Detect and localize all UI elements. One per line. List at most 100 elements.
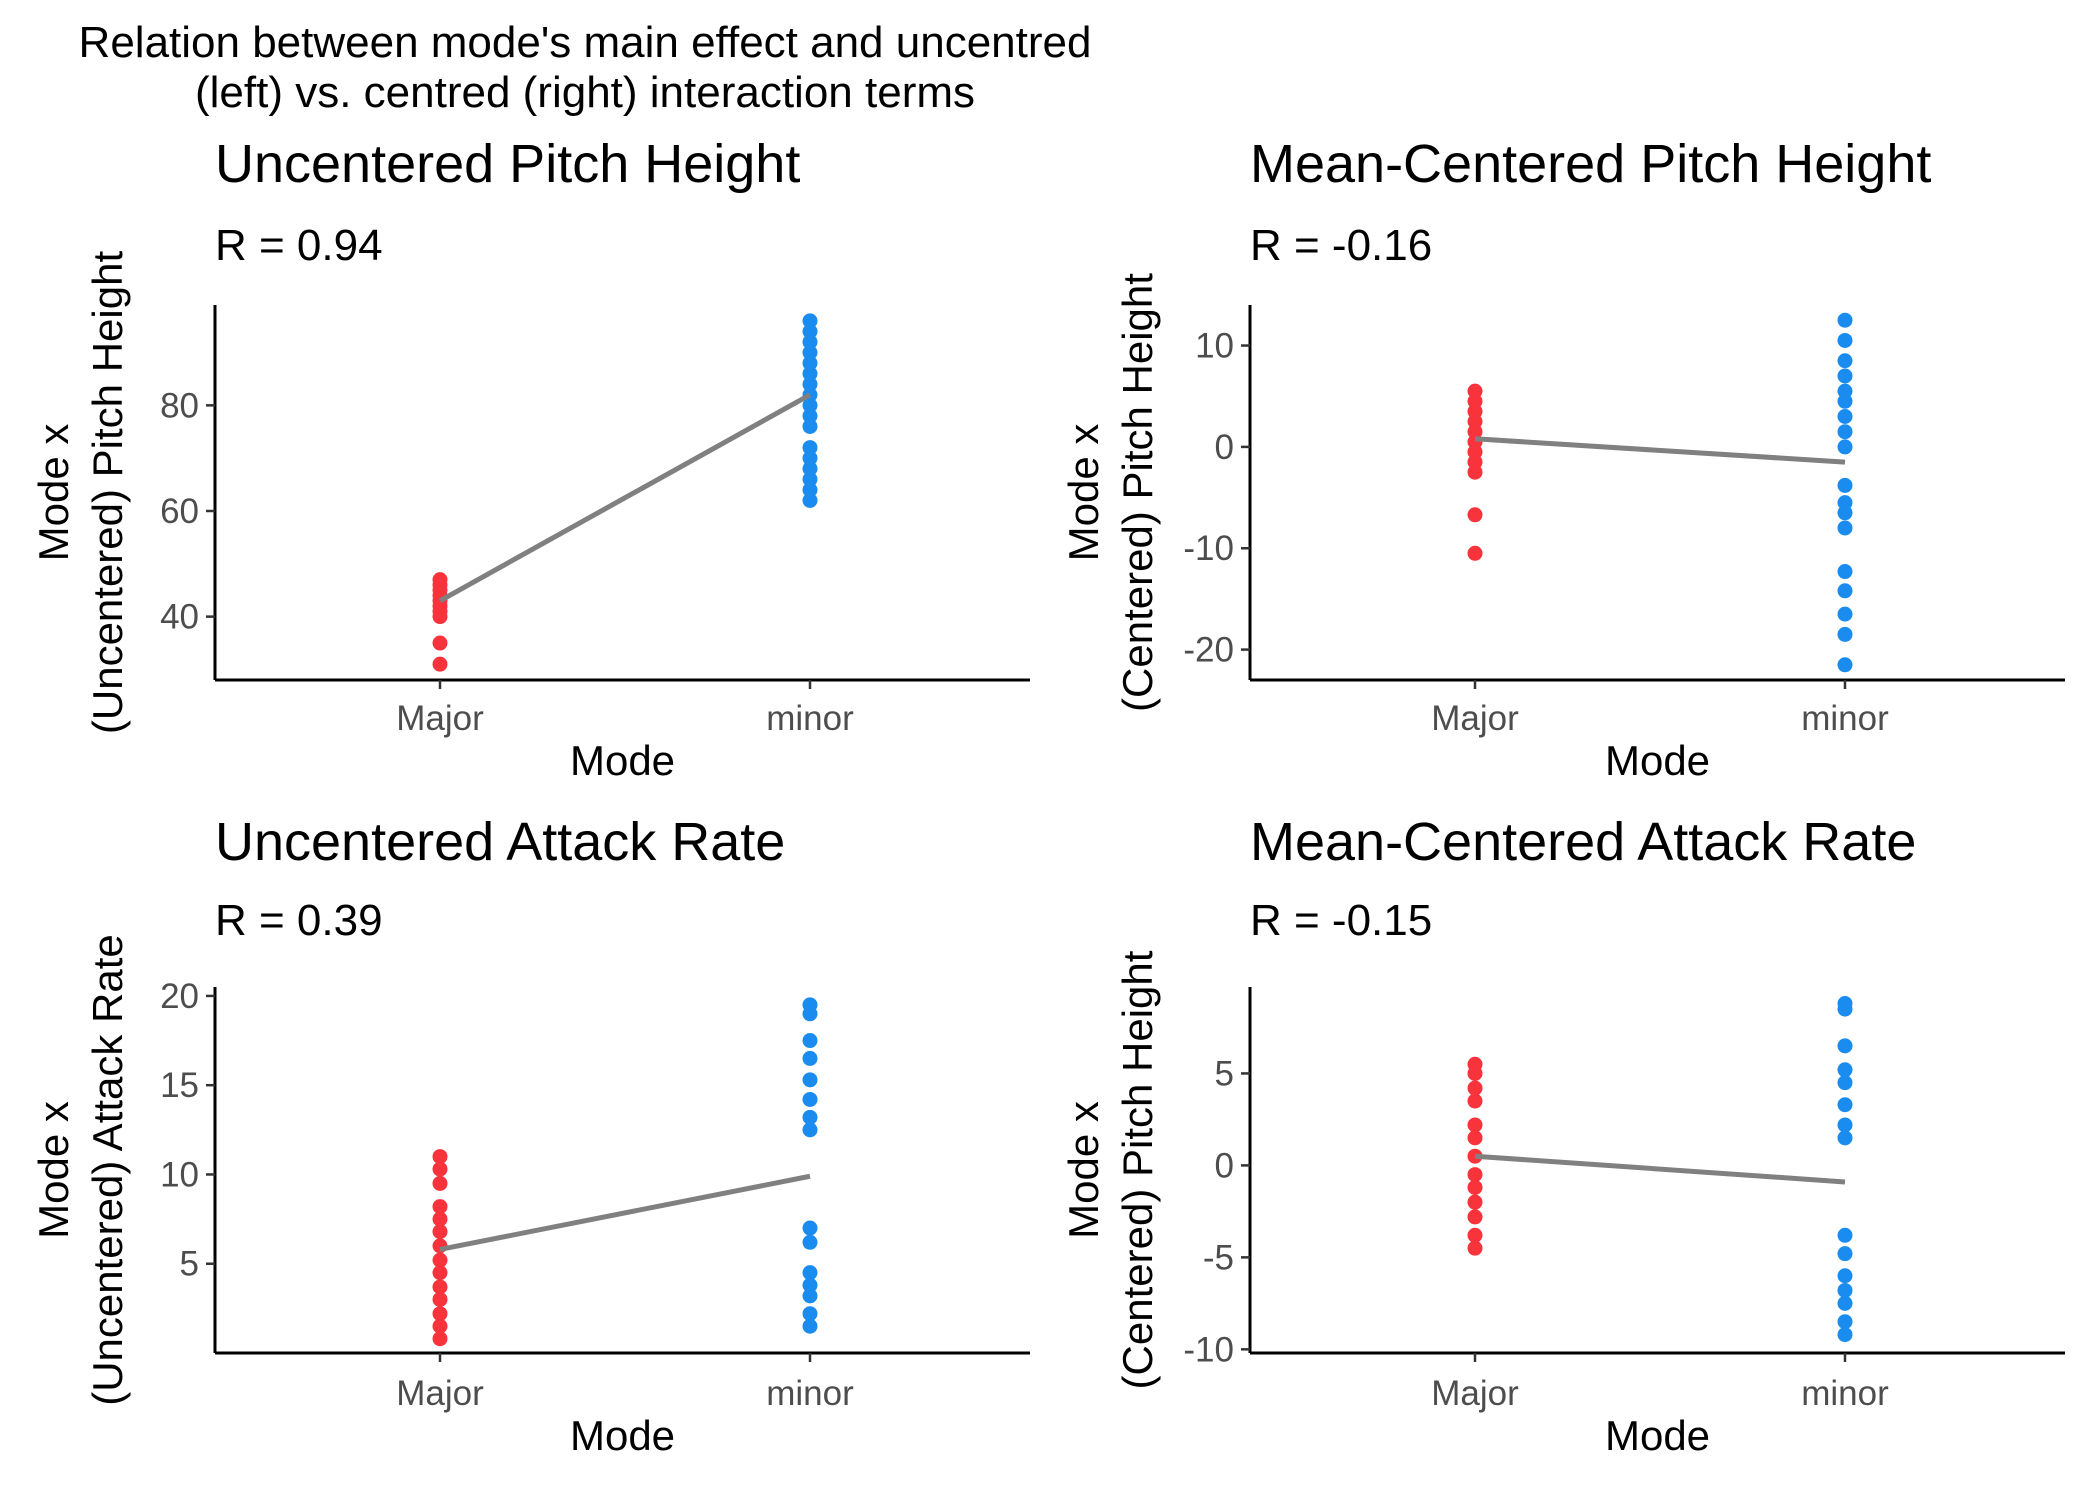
minor-point [1837,1227,1853,1243]
major-point [1467,1080,1483,1096]
major-point [432,635,448,651]
y-axis-title-line-1: Mode x [30,424,77,562]
major-point [1467,507,1483,523]
minor-point [802,440,818,456]
y-tick-label: -20 [1183,631,1234,670]
x-axis-title: Mode [1605,1412,1710,1459]
major-point [432,1279,448,1295]
regression-line [1474,436,1846,465]
x-axis-title: Mode [1605,737,1710,784]
minor-point [802,376,818,392]
minor-point [802,1234,818,1250]
y-tick-label: 80 [160,386,199,425]
y-axis-title-line-2: (Uncentered) Pitch Height [84,251,131,735]
major-point [1467,1167,1483,1183]
x-axis-title: Mode [570,737,675,784]
major-point [432,1211,448,1227]
y-tick-label: 10 [1195,327,1234,366]
regression-line [438,392,812,603]
y-axis-title-line-1: Mode x [30,1101,77,1239]
minor-point [1837,477,1853,493]
major-point [432,1161,448,1177]
major-point [1467,1093,1483,1109]
minor-point [1837,626,1853,642]
chart-mean-centered-attack-rate: Mean-Centered Attack Rate R = -0.15 Mode x… [1060,812,2065,1459]
major-point [432,572,448,588]
y-tick-label: 60 [160,492,199,531]
major-point [1467,1056,1483,1072]
y-axis-title-line-2: (Uncentered) Attack Rate [84,934,131,1406]
minor-point [802,1220,818,1236]
minor-point [802,355,818,371]
major-point [432,1331,448,1347]
minor-point [1837,1097,1853,1113]
minor-point [1837,332,1853,348]
minor-point [1837,1314,1853,1330]
x-tick-label: Major [396,1374,484,1413]
minor-point [1837,383,1853,399]
major-point [432,1306,448,1322]
major-point [1467,1227,1483,1243]
minor-point [1837,1282,1853,1298]
major-point [432,1252,448,1268]
minor-point [1837,1246,1853,1262]
chart-uncentered-attack-rate: Uncentered Attack Rate R = 0.39 Mode x (Unc… [30,812,1030,1459]
y-axis-title-line-2: (Centered) Pitch Height [1114,950,1161,1389]
x-tick-label: Major [396,699,484,738]
minor-point [1837,1075,1853,1091]
x-axis-title: Mode [570,1412,675,1459]
minor-point [1837,368,1853,384]
minor-point [802,471,818,487]
major-point [1467,1194,1483,1210]
minor-point [802,418,818,434]
minor-point [802,1277,818,1293]
x-tick-label: Major [1431,699,1519,738]
minor-point [1837,1038,1853,1054]
minor-point [802,1306,818,1322]
minor-point [1837,439,1853,455]
panel-title: Mean-Centered Pitch Height [1250,134,1931,194]
minor-point [1837,1327,1853,1343]
regression-line [1474,1153,1846,1185]
minor-point [802,313,818,329]
major-point [432,1224,448,1240]
minor-point [1837,564,1853,580]
major-point [1467,1117,1483,1133]
major-point [1467,1130,1483,1146]
minor-point [1837,1268,1853,1284]
y-tick-label: 0 [1215,1146,1234,1185]
x-tick-label: minor [1801,699,1889,738]
major-point [432,1291,448,1307]
x-tick-label: minor [766,699,854,738]
major-point [432,1175,448,1191]
minor-point [802,492,818,508]
minor-point [802,366,818,382]
minor-point [1837,424,1853,440]
minor-point [1837,408,1853,424]
minor-point [802,450,818,466]
minor-point [1837,583,1853,599]
major-point [432,1318,448,1334]
chart-uncentered-pitch-height: Uncentered Pitch Height R = 0.94 Mode x (Un… [30,134,1030,784]
minor-point [802,461,818,477]
minor-point [802,1265,818,1281]
minor-point [802,323,818,339]
figure-title: Relation between mode's main effect and … [0,18,1170,118]
major-point [1467,545,1483,561]
figure-title-line-1: Relation between mode's main effect and … [78,18,1092,67]
minor-point [802,1122,818,1138]
panel-title: Mean-Centered Attack Rate [1250,812,1916,872]
y-axis-title-line-1: Mode x [1060,424,1107,562]
regression-line [439,1173,811,1252]
minor-point [1837,1295,1853,1311]
major-point [432,656,448,672]
x-tick-label: minor [1801,1374,1889,1413]
major-point [432,1149,448,1165]
minor-point [802,1318,818,1334]
x-tick-label: Major [1431,1374,1519,1413]
minor-point [1837,312,1853,328]
chart-mean-centered-pitch-height: Mean-Centered Pitch Height R = -0.16 Mode … [1060,134,2065,784]
minor-point [802,408,818,424]
y-tick-label: -10 [1183,529,1234,568]
y-tick-label: 10 [160,1155,199,1194]
